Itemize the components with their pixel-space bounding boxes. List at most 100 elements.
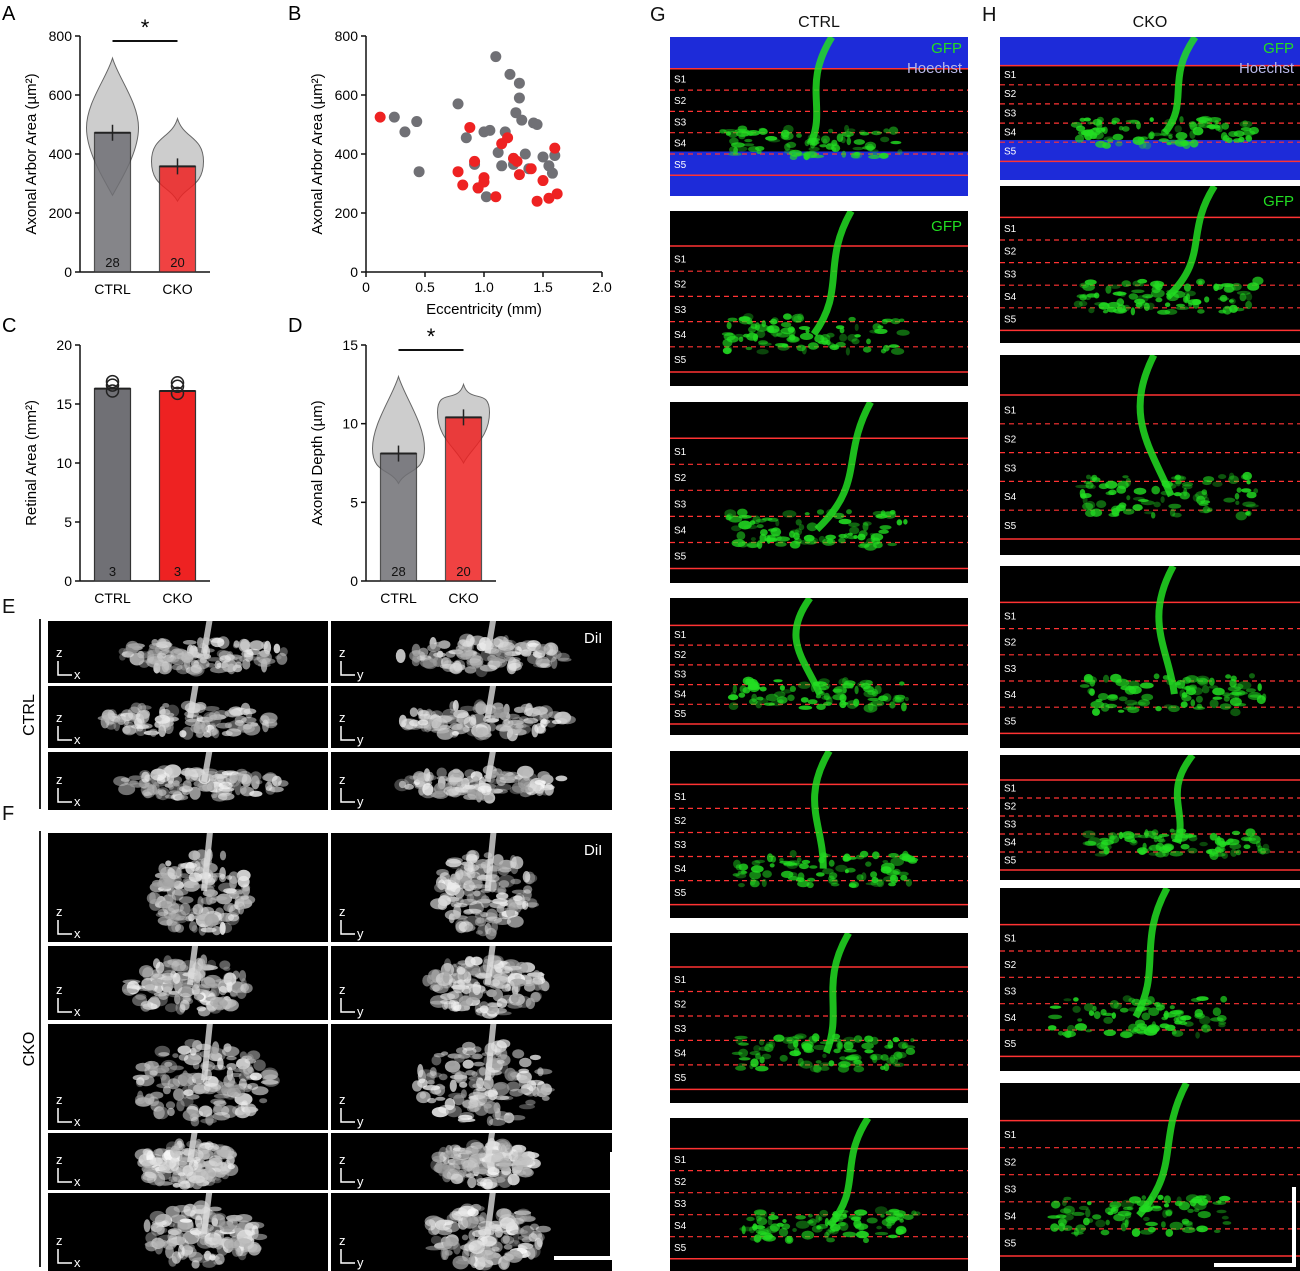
stratum-label: S2 xyxy=(1004,89,1017,100)
gfp-speckle xyxy=(772,328,779,338)
gfp-speckle xyxy=(1203,476,1215,483)
arbor-speckle xyxy=(465,1173,475,1178)
stratum-label: S1 xyxy=(1004,1130,1017,1141)
axon-stalk xyxy=(201,1024,213,1081)
arbor-speckle xyxy=(200,954,208,967)
gfp-speckle xyxy=(738,514,752,519)
gfp-speckle xyxy=(1151,485,1160,495)
arbor-speckle xyxy=(191,1260,200,1269)
gfp-speckle xyxy=(823,701,832,706)
gfp-speckle xyxy=(756,330,766,338)
gfp-speckle xyxy=(1136,121,1141,130)
g-column-title: CTRL xyxy=(798,14,840,31)
gfp-speckle xyxy=(898,318,905,323)
gfp-speckle xyxy=(1113,1002,1122,1010)
gfp-speckle xyxy=(1229,843,1242,850)
arbor-speckle xyxy=(130,702,143,714)
arbor-speckle xyxy=(193,993,204,1001)
gfp-speckle xyxy=(896,1225,907,1233)
arbor-speckle xyxy=(462,1213,472,1228)
stratum-label: S3 xyxy=(674,1199,687,1210)
arbor-speckle xyxy=(148,645,160,658)
gfp-speckle xyxy=(762,870,772,878)
z-axis-label: z xyxy=(56,772,63,787)
gfp-speckle xyxy=(878,695,889,702)
gfp-speckle xyxy=(901,702,907,712)
gfp-speckle xyxy=(1197,309,1205,314)
gfp-speckle xyxy=(1118,126,1124,131)
scatter-point xyxy=(502,132,514,144)
gfp-speckle xyxy=(750,1058,759,1068)
gfp-speckle xyxy=(1201,489,1208,496)
gfp-speckle xyxy=(880,1214,885,1218)
gfp-speckle xyxy=(1157,838,1166,843)
arbor-speckle xyxy=(498,770,508,782)
gfp-speckle xyxy=(758,1039,765,1046)
arbor-speckle xyxy=(240,639,251,652)
scale-bar-ef xyxy=(554,1152,614,1260)
gfp-speckle xyxy=(719,129,727,134)
gfp-speckle xyxy=(1139,682,1154,689)
panel-letter-b: B xyxy=(288,3,301,25)
gfp-speckle xyxy=(743,524,758,530)
gfp-speckle xyxy=(760,698,769,704)
arbor-speckle xyxy=(153,1240,170,1249)
arbor-speckle xyxy=(216,1145,235,1158)
gfp-speckle xyxy=(874,685,882,695)
z-axis-label: z xyxy=(339,1092,346,1107)
arbor-speckle xyxy=(162,1220,169,1226)
arbor-speckle xyxy=(227,663,236,675)
gfp-speckle xyxy=(1109,1000,1119,1009)
arbor-speckle xyxy=(448,1062,456,1067)
arbor-speckle xyxy=(206,875,217,883)
gfp-speckle xyxy=(738,336,744,342)
gfp-speckle xyxy=(806,537,811,542)
arbor-speckle xyxy=(520,649,532,657)
stratum-label: S5 xyxy=(674,160,687,171)
arbor-speckle xyxy=(167,1107,175,1117)
arbor-speckle xyxy=(489,1118,506,1126)
gfp-speckle xyxy=(738,883,745,888)
arbor-speckle xyxy=(210,637,225,648)
scatter-point xyxy=(452,166,464,178)
gfp-speckle xyxy=(1103,674,1110,683)
arbor-speckle xyxy=(461,853,479,861)
gfp-speckle xyxy=(1181,694,1192,702)
gfp-image-ctrl-7: S1 S2 S3 S4 S5 xyxy=(670,1118,968,1271)
arbor-speckle xyxy=(499,1157,512,1172)
gfp-speckle xyxy=(1128,833,1142,838)
gfp-speckle xyxy=(1137,136,1145,145)
dil-stain-label: DiI xyxy=(584,630,602,647)
gfp-speckle xyxy=(1150,1206,1163,1212)
arbor-speckle xyxy=(433,652,446,658)
gfp-speckle xyxy=(864,543,877,551)
arbor-speckle xyxy=(455,645,464,652)
gfp-speckle xyxy=(1242,130,1256,136)
gfp-speckle xyxy=(891,347,905,355)
gfp-speckle xyxy=(755,1065,769,1072)
gfp-speckle xyxy=(1117,291,1123,297)
arbor-speckle xyxy=(142,967,154,981)
gfp-speckle xyxy=(795,519,802,526)
gfp-speckle xyxy=(734,1035,748,1040)
gfp-speckle xyxy=(1213,283,1219,292)
arbor-speckle xyxy=(160,1074,171,1087)
gfp-speckle xyxy=(1051,1200,1061,1209)
arbor-speckle xyxy=(151,639,159,646)
dil-image-canvas: zx xyxy=(56,1193,268,1270)
gfp-speckle xyxy=(852,1059,863,1067)
y-axis-label: Retinal Area (mm²) xyxy=(23,400,40,526)
gfp-speckle xyxy=(883,128,890,133)
gfp-speckle xyxy=(1082,493,1092,499)
gfp-speckle xyxy=(1240,836,1253,842)
gfp-speckle xyxy=(1132,701,1146,706)
gfp-speckle xyxy=(735,1065,747,1071)
gfp-speckle xyxy=(1117,709,1125,713)
arbor-speckle xyxy=(474,782,492,792)
gfp-speckle xyxy=(766,1225,779,1234)
arbor-speckle xyxy=(535,656,550,668)
arbor-speckle xyxy=(424,1219,436,1231)
arbor-speckle xyxy=(449,723,463,730)
category-label: CTRL xyxy=(94,281,131,297)
gfp-speckle xyxy=(1138,499,1149,502)
